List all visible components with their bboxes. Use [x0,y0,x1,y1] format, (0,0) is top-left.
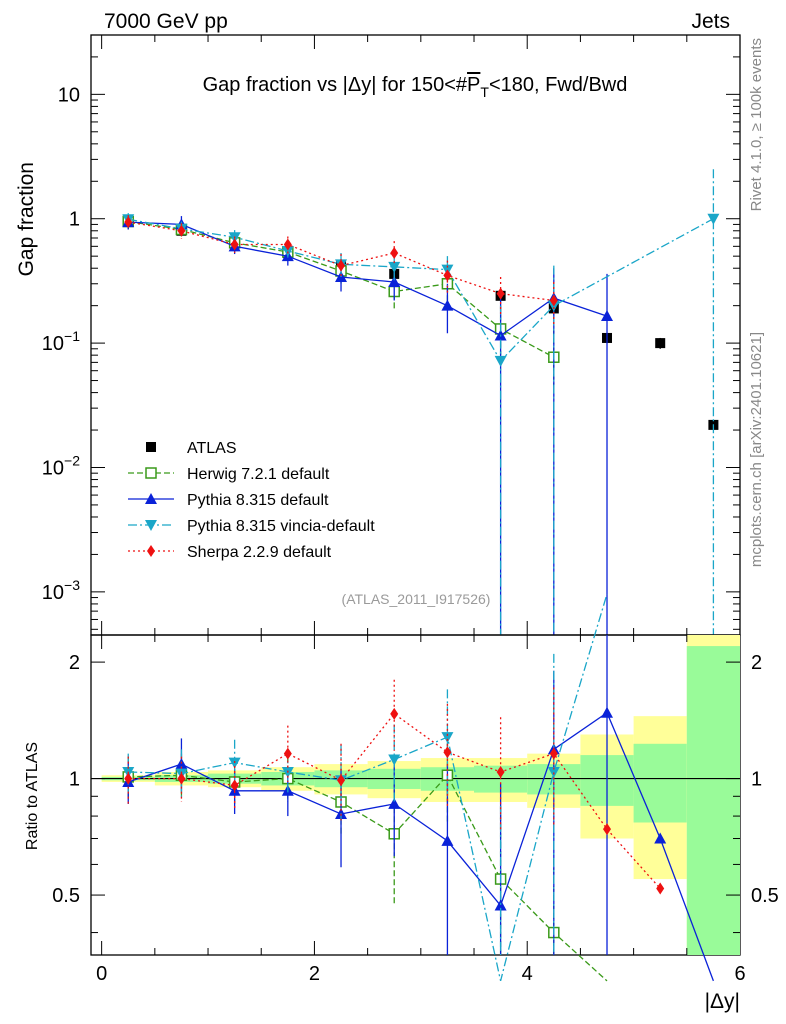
band-inner-bin [633,743,687,823]
legend-label-vincia: Pythia 8.315 vincia-default [187,518,375,535]
sherpa-point [443,746,452,759]
vincia-point [494,355,507,367]
y-axis-label-main: Gap fraction [15,162,38,276]
ratio-series [122,593,715,982]
pythia-point [388,797,401,809]
sherpa-point [283,747,292,760]
sherpa-point [656,882,665,895]
sherpa-point [230,238,239,251]
analysis-watermark: (ATLAS_2011_I917526) [342,591,491,607]
pythia-line [128,221,608,337]
rivet-version-label: Rivet 4.1.0, ≥ 100k events [748,38,765,211]
y-tick-label: 10−3 [42,577,80,604]
series-atlas [123,217,719,431]
y-tick-label-left: 1 [69,769,80,791]
vincia-point [388,754,401,766]
x-tick-label: 6 [734,963,745,985]
legend-marker-vincia [145,520,157,531]
atlas-point [655,338,666,349]
series-herwig [122,214,560,387]
legend: ATLAS Herwig 7.2.1 default Pythia 8.315 de… [128,440,375,561]
sherpa-point [390,707,399,720]
y-tick-label-right: 1 [751,769,762,791]
legend-marker-herwig [145,467,157,479]
pythia-point [441,299,454,311]
series-sherpa [124,215,558,325]
main-axis-ticks: 10 1 10−1 10−2 10−3 [42,34,740,635]
legend-label-atlas: ATLAS [187,440,237,457]
series-pythia [122,215,614,635]
sherpa-point [603,823,612,836]
x-tick-label: 4 [522,963,533,985]
legend-marker-sherpa [147,545,155,557]
pythia-point [388,275,401,287]
title-overline-p: P [467,74,480,96]
vincia-point [388,261,401,273]
ratio-bands [101,635,740,955]
pythia-line [127,711,715,982]
sherpa-point [496,765,505,778]
pythia-point [654,832,667,844]
sherpa-point [337,259,346,272]
x-axis-label: |Δy| [705,990,740,1013]
header-right: Jets [691,10,730,33]
y-tick-label-right: 0.5 [751,885,779,907]
y-tick-label: 10−1 [42,328,80,355]
legend-label-herwig: Herwig 7.2.1 default [187,466,330,483]
pythia-point [601,706,614,718]
main-title: Gap fraction vs |Δy| for 150<#PT<180, Fw… [203,74,628,100]
sherpa-point [549,747,558,760]
ratio-panel: 0 2 4 6 2 2 1 1 0.5 0.5 Ratio to ATLAS |Δy| [24,593,779,1013]
sherpa-point [177,772,186,785]
herwig-line [128,774,608,982]
ratio-axis-ticks: 0 2 4 6 2 2 1 1 0.5 0.5 [52,635,779,985]
sherpa-point [390,247,399,260]
y-tick-label: 10 [58,84,80,106]
sherpa-point [337,774,346,787]
y-tick-label-right: 2 [751,652,762,674]
pythia-point [601,310,614,322]
mcplots-credit-label: mcplots.cern.ch [arXiv:2401.10621] [748,332,765,567]
sherpa-point [443,269,452,282]
y-axis-label-ratio: Ratio to ATLAS [24,742,41,850]
y-tick-label-left: 2 [69,652,80,674]
band-inner-bin [686,646,740,955]
title-subscript-t: T [480,84,489,100]
vincia-line [128,218,714,362]
sherpa-point [496,287,505,300]
sherpa-point [177,224,186,237]
vincia-point [441,732,454,744]
sherpa-point [124,216,133,229]
sherpa-point [283,238,292,251]
sherpa-point [230,779,239,792]
y-tick-label: 1 [69,209,80,231]
vincia-point [707,213,720,225]
pythia-point [494,899,507,911]
main-series [122,169,720,635]
sherpa-point [124,772,133,785]
main-panel: 10 1 10−1 10−2 10−3 Gap fraction vs |Δy| for… [15,34,741,636]
legend-marker-pythia [145,493,157,504]
vincia-point [228,757,241,769]
vincia-line [128,593,608,982]
sherpa-point [549,294,558,307]
pythia-point [175,758,188,770]
header-left: 7000 GeV pp [104,10,228,33]
series-sherpa [124,679,665,895]
y-tick-label-left: 0.5 [52,885,80,907]
legend-label-sherpa: Sherpa 2.2.9 default [187,544,332,561]
y-tick-label: 10−2 [42,452,80,479]
legend-marker-atlas [146,442,156,452]
legend-label-pythia: Pythia 8.315 default [187,492,329,509]
pythia-point [441,834,454,846]
x-tick-label: 0 [96,963,107,985]
x-tick-label: 2 [309,963,320,985]
